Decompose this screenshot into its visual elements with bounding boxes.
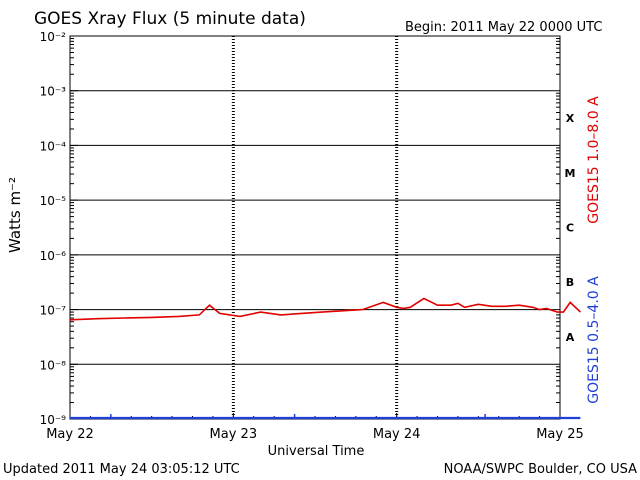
x-tick-label: May 25 xyxy=(536,427,584,442)
y-tick-label: 10⁻³ xyxy=(40,85,67,99)
y-tick-label: 10⁻⁶ xyxy=(40,249,67,263)
y-tick-labels: 10⁻⁹ 10⁻⁸ 10⁻⁷ 10⁻⁶ 10⁻⁵ 10⁻⁴ 10⁻³ 10⁻² xyxy=(40,30,67,427)
y-axis-label: Watts m⁻² xyxy=(6,177,24,253)
x-tick-label: May 23 xyxy=(210,427,258,442)
x-tick-labels: May 22 May 23 May 24 May 25 xyxy=(46,427,584,442)
flare-class-b: B xyxy=(566,276,574,289)
y-tick-label: 10⁻⁴ xyxy=(40,139,67,153)
y-tick-label: 10⁻² xyxy=(40,30,67,44)
legend-short-channel: GOES15 0.5–4.0 A xyxy=(586,276,602,404)
y-tick-label: 10⁻⁷ xyxy=(40,304,67,318)
begin-label: Begin: 2011 May 22 0000 UTC xyxy=(405,20,602,35)
flare-class-a: A xyxy=(566,331,575,344)
flare-class-x: X xyxy=(566,112,575,125)
updated-label: Updated 2011 May 24 03:05:12 UTC xyxy=(3,462,240,477)
flare-class-c: C xyxy=(566,222,574,235)
flare-class-m: M xyxy=(565,167,576,180)
plot-frame xyxy=(69,35,561,420)
y-tick-label: 10⁻⁹ xyxy=(40,413,67,427)
source-label: NOAA/SWPC Boulder, CO USA xyxy=(444,462,637,477)
legend-long-channel: GOES15 1.0–8.0 A xyxy=(586,96,602,224)
x-tick-label: May 24 xyxy=(373,427,421,442)
x-tick-label: May 22 xyxy=(46,427,94,442)
series-line-0 xyxy=(69,297,581,321)
x-axis-label: Universal Time xyxy=(268,444,365,459)
grid-lines xyxy=(69,35,561,420)
y-tick-label: 10⁻⁵ xyxy=(40,194,67,208)
series-lines xyxy=(69,297,581,420)
y-tick-label: 10⁻⁸ xyxy=(40,358,67,372)
chart-title: GOES Xray Flux (5 minute data) xyxy=(34,9,306,29)
flare-class-labels: A B C M X xyxy=(565,112,576,344)
